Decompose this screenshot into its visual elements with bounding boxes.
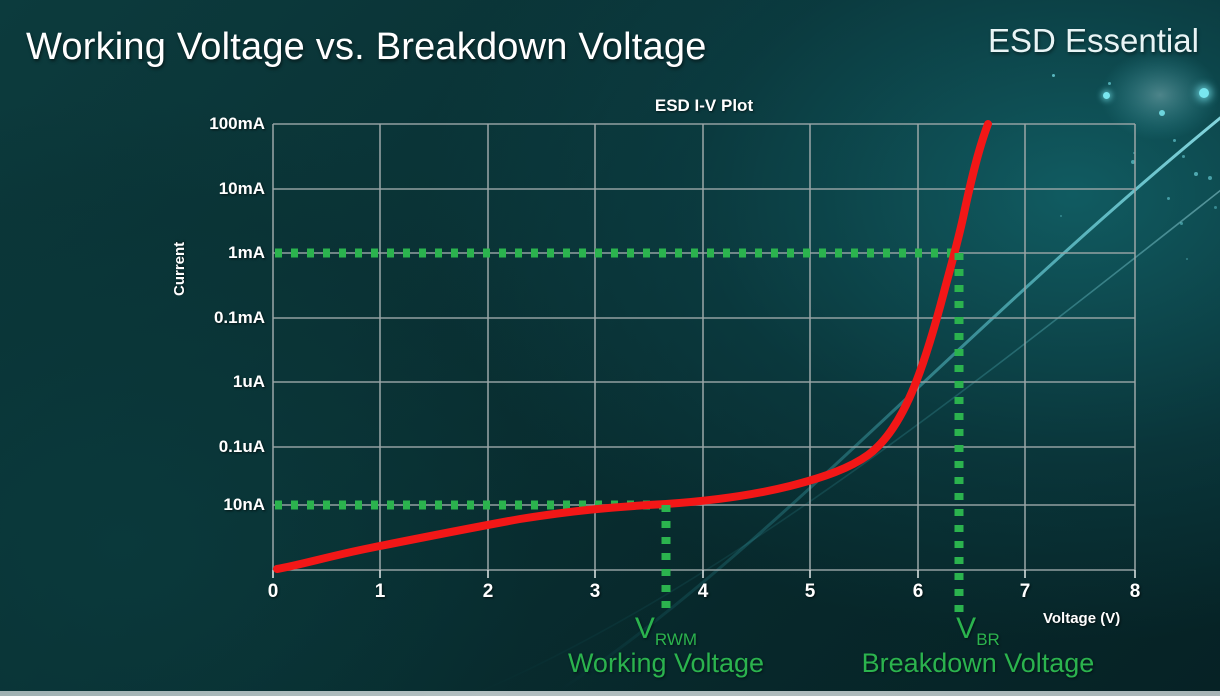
- y-tick-label: 10nA: [223, 495, 265, 514]
- x-tick-marks: [272, 570, 1136, 578]
- y-tick-label: 1mA: [228, 243, 265, 262]
- x-tick-label: 7: [1019, 581, 1031, 602]
- breakdown-voltage-annotation: VBR Breakdown Voltage: [828, 612, 1128, 679]
- x-axis-title: Voltage (V): [1043, 610, 1121, 627]
- working-voltage-symbol: VRWM: [536, 612, 796, 650]
- x-tick-label: 1: [374, 581, 386, 602]
- breakdown-voltage-label: Breakdown Voltage: [861, 648, 1095, 678]
- chart-title: ESD I-V Plot: [654, 96, 754, 115]
- y-tick-label: 0.1mA: [213, 308, 265, 327]
- x-tick-label: 3: [589, 581, 601, 602]
- working-voltage-annotation: VRWM Working Voltage: [536, 612, 796, 679]
- breakdown-voltage-symbol: VBR: [828, 612, 1128, 650]
- breakdown-voltage-symbol-text: V: [956, 612, 977, 645]
- x-tick-label: 0: [267, 581, 279, 602]
- working-voltage-subscript: RWM: [654, 630, 698, 649]
- x-tick-label: 4: [697, 581, 709, 602]
- x-tick-label: 5: [804, 581, 816, 602]
- y-tick-label: 100mA: [209, 114, 265, 133]
- x-tick-label: 2: [482, 581, 494, 602]
- working-voltage-label: Working Voltage: [567, 648, 765, 678]
- grid-vertical: [272, 124, 1136, 570]
- x-tick-label: 8: [1129, 581, 1141, 602]
- y-tick-label: 0.1uA: [218, 437, 265, 456]
- working-voltage-symbol-text: V: [634, 612, 655, 645]
- bottom-edge-strip: [0, 691, 1220, 696]
- brand-label: ESD Essential: [988, 22, 1199, 59]
- y-tick-label: 1uA: [232, 372, 265, 391]
- y-tick-label: 10mA: [218, 179, 265, 198]
- x-tick-label: 6: [912, 581, 924, 602]
- page-title: Working Voltage vs. Breakdown Voltage: [26, 26, 707, 68]
- iv-curve: [273, 120, 992, 573]
- breakdown-voltage-subscript: BR: [976, 630, 1000, 649]
- y-tick-labels: 100mA 10mA 1mA 0.1mA 1uA 0.1uA 10nA: [160, 0, 265, 696]
